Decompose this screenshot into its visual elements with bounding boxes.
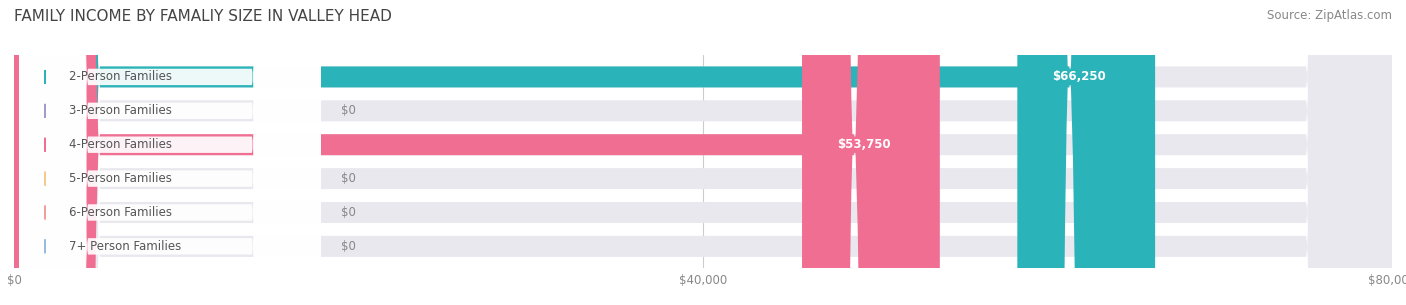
FancyBboxPatch shape [1018,0,1142,305]
FancyBboxPatch shape [20,0,321,305]
Text: Source: ZipAtlas.com: Source: ZipAtlas.com [1267,9,1392,22]
Text: FAMILY INCOME BY FAMALIY SIZE IN VALLEY HEAD: FAMILY INCOME BY FAMALIY SIZE IN VALLEY … [14,9,392,24]
Text: 2-Person Families: 2-Person Families [69,70,172,84]
FancyBboxPatch shape [20,0,321,305]
FancyBboxPatch shape [14,0,1392,305]
Text: $0: $0 [342,172,356,185]
FancyBboxPatch shape [14,0,1392,305]
Text: 7+ Person Families: 7+ Person Families [69,240,181,253]
Text: $66,250: $66,250 [1053,70,1107,84]
FancyBboxPatch shape [20,0,321,305]
Text: $53,750: $53,750 [837,138,891,151]
FancyBboxPatch shape [14,0,1392,305]
Text: 4-Person Families: 4-Person Families [69,138,172,151]
Text: $0: $0 [342,240,356,253]
Text: $0: $0 [342,104,356,117]
FancyBboxPatch shape [14,0,1156,305]
Text: 5-Person Families: 5-Person Families [69,172,172,185]
FancyBboxPatch shape [14,0,1392,305]
FancyBboxPatch shape [20,0,321,305]
Text: $0: $0 [342,206,356,219]
FancyBboxPatch shape [801,0,927,305]
Text: 6-Person Families: 6-Person Families [69,206,172,219]
FancyBboxPatch shape [20,0,321,305]
FancyBboxPatch shape [14,0,939,305]
FancyBboxPatch shape [20,0,321,305]
FancyBboxPatch shape [14,0,1392,305]
FancyBboxPatch shape [14,0,1392,305]
Text: 3-Person Families: 3-Person Families [69,104,172,117]
